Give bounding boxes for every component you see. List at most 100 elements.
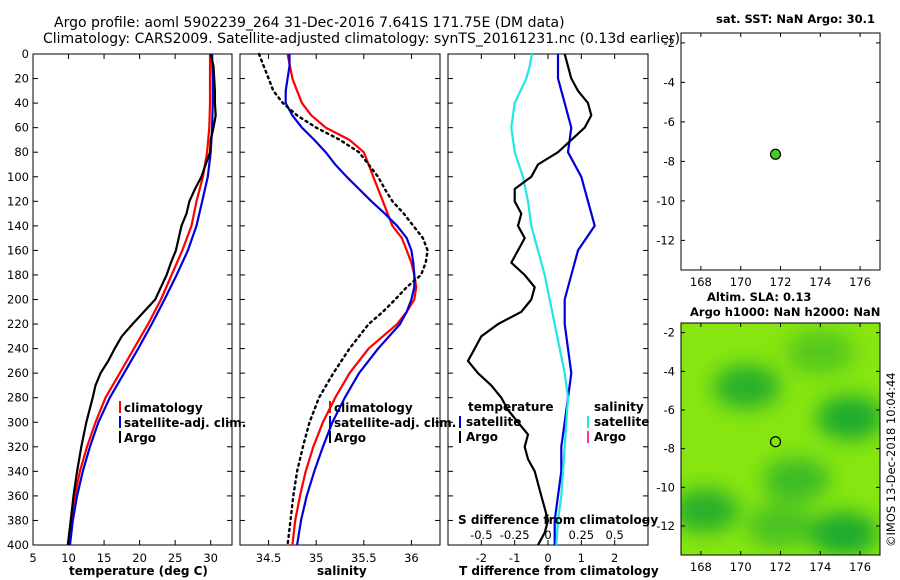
series-line-s-satellite xyxy=(510,53,570,546)
y-tick-label: 400 xyxy=(7,538,29,552)
temperature-legend: climatology satellite-adj. clim. Argo xyxy=(119,401,246,445)
legend-t-argo: Argo xyxy=(466,430,498,444)
y-tick-label: 40 xyxy=(14,96,29,110)
legend-climatology: climatology xyxy=(124,401,203,415)
s-tick-label: 0.5 xyxy=(606,528,624,542)
y-tick-label: 260 xyxy=(7,366,29,380)
x-tick-label: 35.5 xyxy=(351,551,377,565)
difference-xlabel2: S difference from climatology xyxy=(458,513,658,527)
x-tick-label: 30 xyxy=(203,551,218,565)
y-tick-label: 280 xyxy=(7,391,29,405)
y-tick-label: 180 xyxy=(7,268,29,282)
y-tick-label: 20 xyxy=(14,72,29,86)
map-background xyxy=(681,33,880,270)
y-tick-label: -10 xyxy=(656,194,675,208)
x-tick-label: 25 xyxy=(168,551,183,565)
series-line-t-argo xyxy=(466,53,593,546)
series-line-argo xyxy=(257,52,429,547)
salinity-panel: 34.5 35 35.5 36 xyxy=(239,52,441,565)
temperature-xlabel: temperature (deg C) xyxy=(69,564,208,578)
x-tick-label: 10 xyxy=(61,551,76,565)
x-tick-label: 36 xyxy=(404,551,419,565)
s-tick-label: -0.5 xyxy=(470,528,492,542)
legend-satellite: satellite-adj. clim. xyxy=(124,416,246,430)
x-tick-label: 170 xyxy=(730,560,752,574)
x-tick-label: 5 xyxy=(29,551,36,565)
x-tick-label: 168 xyxy=(690,275,712,289)
sla-anomaly-zone xyxy=(816,395,880,440)
y-tick-label: 240 xyxy=(7,342,29,356)
sla-anomaly-zone xyxy=(746,504,815,548)
temperature-panel: 5 10 15 20 25 3002040608010012014016018020022… xyxy=(7,47,233,565)
plot-frame xyxy=(239,53,441,546)
y-tick-label: 200 xyxy=(7,293,29,307)
argo-h-title: Argo h1000: NaN h2000: NaN xyxy=(690,305,880,319)
y-tick-label: -12 xyxy=(656,233,675,247)
argo-location-marker xyxy=(769,436,782,448)
legend-satellite: satellite-adj. clim. xyxy=(334,416,456,430)
y-tick-label: 340 xyxy=(7,464,29,478)
sla-anomaly-zone xyxy=(810,511,879,555)
difference-xlabel: T difference from climatology xyxy=(459,564,659,578)
series-line-satellite xyxy=(284,54,416,546)
legend-temperature-title: temperature xyxy=(468,400,553,414)
sla-map-panel: 168 170 172 174 176 -2 -4 -6 -8 -10 -12 xyxy=(656,322,881,574)
sla-anomaly-zone xyxy=(712,364,781,409)
y-tick-label: -6 xyxy=(664,115,675,129)
salinity-legend: climatology satellite-adj. clim. Argo xyxy=(329,401,456,445)
y-tick-label: -2 xyxy=(664,326,675,340)
legend-climatology: climatology xyxy=(334,401,413,415)
series-line-climatology xyxy=(67,54,212,546)
salinity-xlabel: salinity xyxy=(317,564,367,578)
x-tick-label: 172 xyxy=(770,560,792,574)
s-tick-label: -0.25 xyxy=(500,528,530,542)
x-tick-label: 168 xyxy=(690,560,712,574)
x-tick-label: 172 xyxy=(770,275,792,289)
x-tick-label: 176 xyxy=(849,560,871,574)
legend-argo: Argo xyxy=(334,431,366,445)
sla-field xyxy=(681,323,880,555)
s-tick-label: 0 xyxy=(544,528,551,542)
s-tick-label: 0.25 xyxy=(569,528,595,542)
sla-anomaly-zone xyxy=(786,330,855,374)
x-tick-label: 35 xyxy=(309,551,324,565)
x-tick-label: 1 xyxy=(578,551,585,565)
imos-stamp: ©IMOS 13-Dec-2018 10:04:44 xyxy=(884,372,898,547)
series-line-argo xyxy=(66,53,217,546)
series-line-climatology xyxy=(286,53,418,546)
difference-legend: temperature satellite Argo salinity sate… xyxy=(459,400,649,444)
series-line-t-satellite xyxy=(553,54,596,545)
legend-salinity-title: salinity xyxy=(594,400,644,414)
x-tick-label: -1 xyxy=(509,551,520,565)
legend-argo: Argo xyxy=(124,431,156,445)
altim-title: Altim. SLA: 0.13 xyxy=(707,290,811,304)
y-tick-label: -2 xyxy=(664,36,675,50)
sla-anomaly-zone xyxy=(681,488,739,533)
x-tick-label: -2 xyxy=(476,551,487,565)
x-tick-label: 0 xyxy=(544,551,551,565)
y-tick-label: -8 xyxy=(664,154,675,168)
y-tick-label: 320 xyxy=(7,440,29,454)
difference-panel: -2 -1 0 1 2 -0.5 -0.25 0 0.25 0.5 xyxy=(447,53,649,565)
y-tick-label: 360 xyxy=(7,489,29,503)
y-tick-label: 60 xyxy=(14,121,29,135)
plot-frame xyxy=(447,53,649,546)
x-tick-label: 34.5 xyxy=(256,551,282,565)
sla-anomaly-zone xyxy=(762,457,831,502)
y-tick-label: -4 xyxy=(664,75,675,89)
x-tick-label: 176 xyxy=(849,275,871,289)
x-tick-label: 174 xyxy=(809,275,831,289)
legend-s-satellite: satellite xyxy=(594,415,649,429)
x-tick-label: 2 xyxy=(611,551,618,565)
title-line2: Climatology: CARS2009. Satellite-adjuste… xyxy=(43,31,680,47)
argo-location-marker xyxy=(769,148,782,160)
x-tick-label: 15 xyxy=(97,551,112,565)
y-tick-label: 380 xyxy=(7,513,29,527)
y-tick-label: 120 xyxy=(7,194,29,208)
y-tick-label: 300 xyxy=(7,415,29,429)
x-tick-label: 20 xyxy=(132,551,147,565)
y-tick-label: 220 xyxy=(7,317,29,331)
title-line1: Argo profile: aoml 5902239_264 31-Dec-20… xyxy=(54,15,565,31)
series-line-satellite xyxy=(68,53,214,546)
